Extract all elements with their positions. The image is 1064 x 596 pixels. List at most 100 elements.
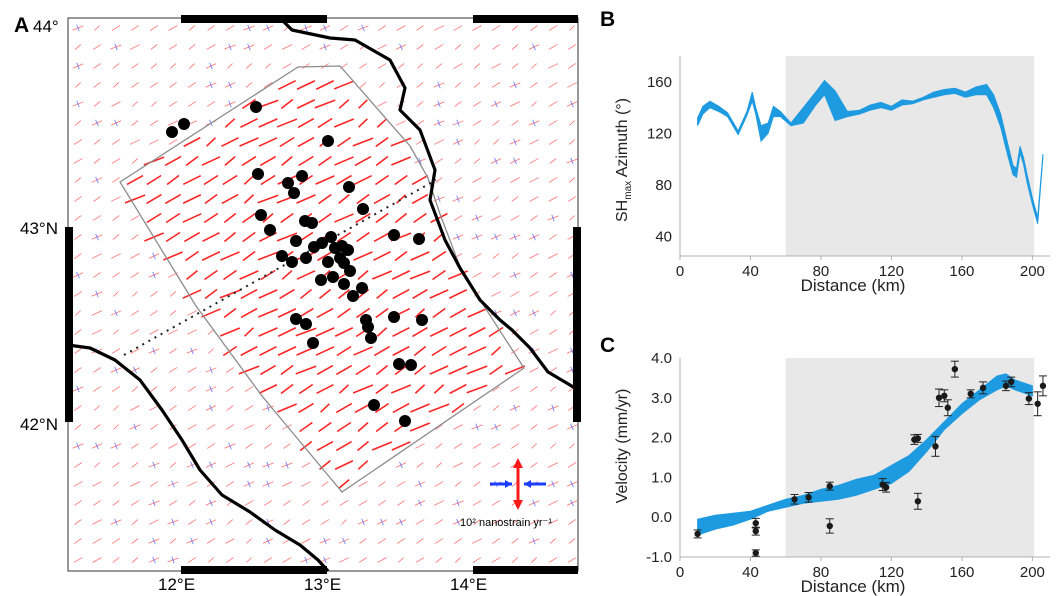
- strain-glyph: [243, 480, 255, 488]
- strain-glyph: [528, 499, 540, 507]
- strain-glyph: [130, 215, 140, 221]
- strain-glyph: [334, 213, 354, 223]
- strain-glyph: [263, 557, 273, 563]
- y-axis-label: SHmax Azimuth (°): [614, 98, 634, 222]
- strain-glyph: [434, 158, 444, 164]
- strain-glyph: [148, 556, 160, 564]
- strain-glyph: [300, 24, 312, 32]
- strain-glyph: [260, 269, 276, 281]
- strain-glyph: [132, 101, 138, 107]
- strain-glyph: [454, 44, 462, 50]
- strain-glyph: [295, 365, 317, 375]
- strain-glyph: [391, 441, 411, 451]
- strain-glyph: [151, 101, 157, 107]
- strain-glyph: [220, 251, 240, 261]
- strain-glyph: [169, 386, 177, 392]
- x-axis-label: Distance (km): [801, 577, 906, 596]
- strain-glyph: [466, 384, 488, 394]
- strain-glyph: [130, 500, 140, 506]
- strain-glyph: [357, 422, 369, 432]
- strain-glyph: [435, 462, 443, 468]
- strain-glyph: [547, 348, 559, 354]
- strain-glyph: [111, 253, 121, 259]
- strain-glyph: [223, 231, 237, 243]
- strain-glyph: [93, 82, 101, 88]
- x-axis-label: Distance (km): [801, 276, 906, 295]
- strain-glyph: [187, 424, 197, 430]
- strain-glyph: [412, 326, 428, 338]
- strain-glyph: [529, 329, 539, 335]
- strain-glyph: [355, 307, 371, 319]
- strain-glyph: [111, 101, 121, 107]
- strain-glyph: [74, 177, 82, 183]
- strain-glyph: [335, 440, 353, 452]
- strain-glyph: [246, 557, 252, 563]
- strain-glyph: [531, 101, 537, 107]
- strain-glyph: [566, 480, 578, 488]
- strain-glyph: [93, 500, 101, 506]
- earthquake-dot: [322, 135, 334, 147]
- strain-glyph: [205, 366, 217, 374]
- strain-glyph: [528, 309, 540, 317]
- strain-glyph: [548, 500, 558, 506]
- strain-glyph: [352, 137, 374, 147]
- strain-glyph: [226, 386, 234, 392]
- strain-glyph: [375, 383, 389, 395]
- strain-glyph: [92, 44, 102, 50]
- strain-glyph: [373, 231, 391, 243]
- strain-glyph: [547, 519, 559, 525]
- velocity-point: [1038, 375, 1047, 397]
- strain-glyph: [491, 557, 501, 563]
- strain-glyph: [225, 481, 235, 487]
- strain-glyph: [339, 44, 349, 50]
- strain-glyph: [168, 139, 178, 145]
- velocity-point: [913, 433, 922, 443]
- strain-glyph: [333, 118, 355, 128]
- strain-glyph: [510, 215, 520, 221]
- strain-glyph: [74, 424, 82, 430]
- strain-glyph: [240, 288, 258, 300]
- strain-glyph: [453, 25, 463, 31]
- strain-glyph: [92, 215, 102, 221]
- strain-glyph: [336, 231, 352, 243]
- strain-glyph: [376, 288, 388, 300]
- strain-glyph: [201, 308, 221, 318]
- lat-tick-44: 44°: [33, 17, 59, 36]
- earthquake-dot: [362, 321, 374, 333]
- strain-glyph: [453, 424, 463, 430]
- strain-glyph: [72, 442, 84, 450]
- strain-glyph: [528, 233, 540, 241]
- strain-glyph: [549, 158, 557, 164]
- velocity-band: [697, 373, 1033, 536]
- strain-glyph: [188, 500, 196, 506]
- panel-c-chart: C 0 40 80 120 160 200 -1.0 0.0 1.0 2.0 3.0 4.0 Dis…: [600, 334, 1050, 596]
- strain-glyph: [224, 43, 236, 51]
- strain-glyph: [74, 215, 82, 221]
- strain-glyph: [203, 174, 219, 186]
- strain-glyph: [334, 156, 354, 166]
- strain-glyph: [110, 366, 122, 374]
- velocity-point: [790, 494, 799, 505]
- strain-glyph: [238, 365, 260, 375]
- strain-glyph: [452, 119, 464, 127]
- strain-glyph: [567, 82, 577, 88]
- strain-glyph: [454, 481, 462, 487]
- strain-glyph: [416, 538, 424, 544]
- strain-glyph: [377, 557, 387, 563]
- strain-glyph: [113, 405, 119, 411]
- strain-glyph: [204, 193, 218, 205]
- strain-glyph: [167, 556, 179, 564]
- strain-glyph: [74, 253, 82, 259]
- strain-glyph: [130, 253, 140, 259]
- strain-glyph: [378, 481, 386, 487]
- strain-glyph: [264, 63, 272, 69]
- y-tick-label: 160: [647, 74, 672, 91]
- strain-glyph: [548, 253, 558, 259]
- strain-glyph: [488, 326, 504, 338]
- strain-glyph: [277, 403, 297, 413]
- earthquake-dot: [322, 256, 334, 268]
- strain-glyph: [339, 25, 349, 31]
- strain-glyph: [547, 480, 559, 488]
- strain-glyph: [512, 519, 518, 525]
- strain-glyph: [131, 120, 139, 126]
